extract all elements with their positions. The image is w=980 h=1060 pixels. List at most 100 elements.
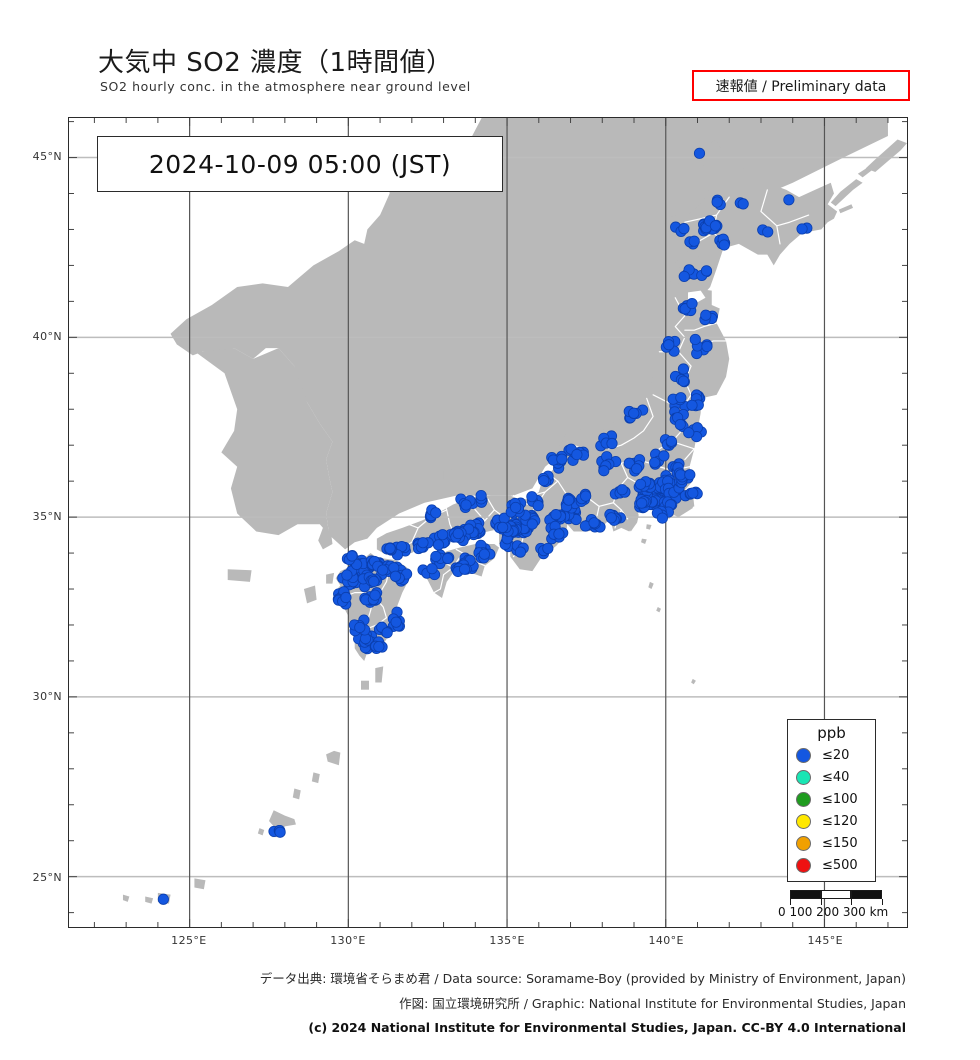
station-point[interactable]	[417, 537, 429, 549]
station-point[interactable]	[687, 487, 699, 499]
concentration-legend: ppb ≤20 ≤40 ≤100 ≤120 ≤150 ≤500	[787, 719, 876, 882]
station-point[interactable]	[689, 333, 701, 346]
station-point[interactable]	[538, 475, 550, 487]
legend-color-swatch	[796, 747, 811, 763]
station-point[interactable]	[580, 490, 592, 502]
station-point[interactable]	[346, 550, 358, 562]
station-point[interactable]	[663, 339, 675, 351]
station-point[interactable]	[688, 235, 700, 247]
station-point[interactable]	[700, 309, 712, 321]
station-point[interactable]	[678, 270, 690, 282]
map-plot-area[interactable]	[68, 117, 908, 928]
station-point[interactable]	[460, 499, 472, 511]
station-point[interactable]	[497, 521, 509, 533]
scale-bar-segment	[820, 890, 851, 899]
station-point[interactable]	[677, 375, 690, 387]
station-point[interactable]	[700, 265, 713, 277]
station-point[interactable]	[274, 826, 286, 838]
station-point[interactable]	[762, 226, 774, 238]
station-point[interactable]	[532, 500, 544, 512]
legend-entry-label: ≤150	[822, 835, 858, 851]
longitude-tick-label: 145°E	[807, 934, 843, 947]
station-point[interactable]	[354, 621, 366, 634]
map-canvas	[69, 118, 907, 927]
station-point[interactable]	[571, 448, 583, 461]
distance-scale-bar: 0 100 200 300 km	[778, 890, 910, 926]
station-point[interactable]	[649, 456, 661, 469]
station-point[interactable]	[718, 239, 730, 251]
station-point[interactable]	[636, 497, 648, 509]
station-point[interactable]	[437, 529, 449, 541]
station-point[interactable]	[674, 469, 687, 481]
station-point[interactable]	[452, 527, 464, 540]
station-point[interactable]	[683, 427, 695, 439]
station-point[interactable]	[711, 196, 723, 208]
station-point[interactable]	[341, 569, 353, 581]
station-point[interactable]	[737, 198, 749, 210]
station-point[interactable]	[542, 542, 554, 555]
station-point[interactable]	[426, 563, 438, 575]
axis-tick-layer	[69, 118, 907, 927]
station-point-layer[interactable]	[157, 147, 813, 905]
station-point[interactable]	[368, 575, 380, 588]
station-point[interactable]	[796, 223, 808, 235]
station-point[interactable]	[514, 546, 527, 558]
station-point[interactable]	[686, 399, 698, 411]
station-point[interactable]	[563, 494, 575, 506]
scale-bar-tick	[881, 899, 883, 905]
station-point[interactable]	[157, 893, 169, 905]
scale-bar-tick	[851, 899, 852, 905]
station-point[interactable]	[656, 512, 668, 524]
station-point[interactable]	[684, 469, 696, 481]
station-point[interactable]	[340, 591, 352, 604]
station-point[interactable]	[623, 457, 635, 469]
station-point[interactable]	[605, 512, 617, 524]
station-point[interactable]	[430, 550, 442, 563]
station-point[interactable]	[390, 616, 402, 628]
station-point[interactable]	[606, 437, 618, 450]
station-point[interactable]	[373, 641, 385, 653]
station-point[interactable]	[616, 484, 628, 496]
station-point[interactable]	[377, 564, 389, 576]
station-point[interactable]	[550, 509, 562, 521]
legend-color-swatch	[796, 813, 811, 829]
page-subtitle: SO2 hourly conc. in the atmosphere near …	[100, 79, 471, 94]
station-point[interactable]	[553, 528, 565, 540]
station-point[interactable]	[381, 627, 393, 639]
scale-bar-labels: 0 100 200 300 km	[778, 905, 889, 919]
station-point[interactable]	[475, 489, 487, 502]
station-point[interactable]	[665, 435, 677, 447]
station-point[interactable]	[674, 418, 686, 431]
station-point[interactable]	[384, 542, 396, 555]
station-point[interactable]	[510, 501, 522, 514]
station-point[interactable]	[631, 463, 643, 475]
station-point[interactable]	[389, 570, 402, 582]
station-point[interactable]	[634, 478, 647, 490]
legend-color-swatch	[796, 835, 811, 851]
latitude-tick-label: 30°N	[32, 690, 62, 704]
legend-color-swatch	[796, 857, 811, 873]
station-point[interactable]	[686, 297, 698, 310]
station-point[interactable]	[693, 147, 706, 159]
station-point[interactable]	[678, 223, 690, 235]
station-point[interactable]	[598, 465, 610, 477]
station-point[interactable]	[478, 548, 490, 560]
station-point[interactable]	[432, 539, 445, 551]
station-point[interactable]	[628, 407, 640, 419]
station-point[interactable]	[709, 220, 722, 232]
station-point[interactable]	[588, 517, 600, 529]
station-point[interactable]	[526, 518, 538, 530]
station-point[interactable]	[369, 589, 381, 601]
station-point[interactable]	[783, 194, 795, 206]
station-point[interactable]	[526, 491, 538, 503]
station-point[interactable]	[458, 563, 471, 575]
station-point[interactable]	[442, 552, 454, 565]
station-point[interactable]	[675, 392, 687, 404]
station-point[interactable]	[677, 363, 690, 375]
legend-color-swatch	[796, 769, 811, 785]
station-point[interactable]	[658, 450, 670, 462]
station-point[interactable]	[556, 453, 568, 465]
station-point[interactable]	[430, 507, 442, 519]
station-point[interactable]	[701, 340, 713, 353]
